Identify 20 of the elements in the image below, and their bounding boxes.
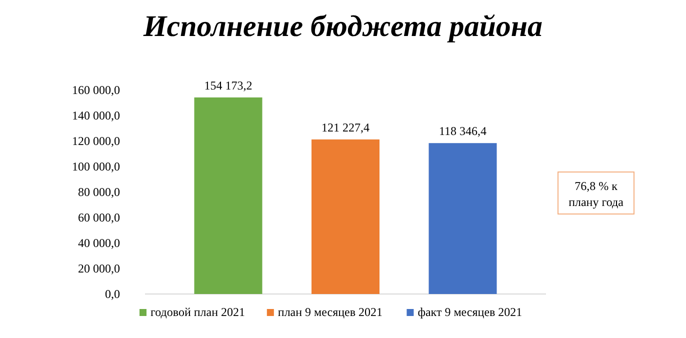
y-tick-label: 140 000,0 bbox=[72, 108, 120, 123]
legend-label: план 9 месяцев 2021 bbox=[278, 305, 383, 319]
y-tick-label: 40 000,0 bbox=[78, 236, 120, 250]
legend-label: факт 9 месяцев 2021 bbox=[418, 305, 522, 319]
legend-label: годовой план 2021 bbox=[150, 305, 246, 319]
bar bbox=[194, 97, 262, 294]
y-tick-label: 80 000,0 bbox=[78, 185, 120, 200]
y-tick-label: 120 000,0 bbox=[72, 134, 120, 148]
chart-title: Исполнение бюджета района bbox=[142, 10, 543, 43]
data-label: 121 227,4 bbox=[322, 120, 370, 134]
y-tick-label: 160 000,0 bbox=[72, 83, 120, 98]
data-label: 118 346,4 bbox=[438, 124, 487, 138]
bar bbox=[311, 139, 380, 294]
y-tick-label: 60 000,0 bbox=[78, 210, 120, 225]
text: 76,8 % к плану года bbox=[568, 179, 624, 209]
y-tick-label: 100 000,0 bbox=[72, 160, 120, 174]
bar bbox=[428, 143, 497, 294]
y-tick-label: 0,0 bbox=[105, 287, 120, 302]
data-label: 154 173,2 bbox=[204, 78, 252, 92]
y-tick-label: 20 000,0 bbox=[78, 262, 120, 276]
